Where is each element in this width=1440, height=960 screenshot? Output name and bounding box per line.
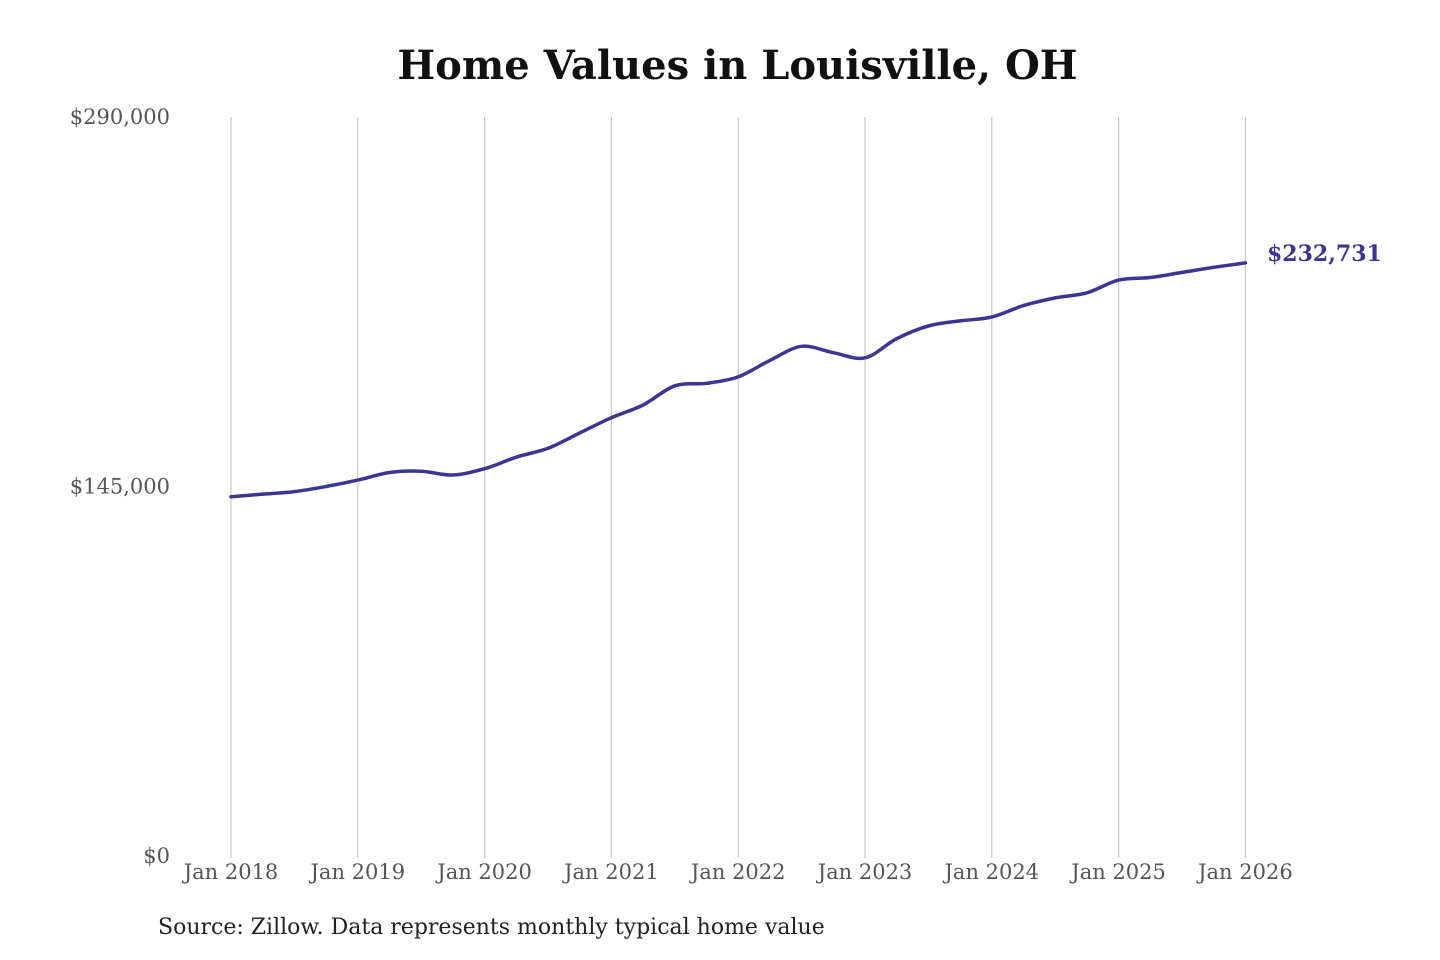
x-tick-label: Jan 2022 — [689, 860, 786, 884]
series-line — [229, 261, 1248, 499]
x-axis-ticks: Jan 2018 Jan 2019 Jan 2020 Jan 2021 Jan 2022… — [182, 860, 1293, 884]
x-tick-label: Jan 2024 — [943, 860, 1040, 884]
y-tick-label: $145,000 — [70, 475, 170, 499]
x-tick-label: Jan 2019 — [309, 860, 406, 884]
y-tick-label: $290,000 — [70, 105, 170, 129]
x-tick-label: Jan 2020 — [435, 860, 532, 884]
end-value-label: $232,731 — [1267, 241, 1382, 267]
x-tick-label: Jan 2026 — [1196, 860, 1293, 884]
x-tick-label: Jan 2023 — [816, 860, 913, 884]
x-tick-label: Jan 2021 — [562, 860, 659, 884]
source-note: Source: Zillow. Data represents monthly … — [158, 915, 825, 940]
series — [229, 261, 1248, 499]
y-axis-ticks: $0 $145,000 $290,000 — [70, 105, 170, 868]
gridlines — [230, 117, 1247, 858]
x-tick-label: Jan 2025 — [1069, 860, 1166, 884]
x-tick-label: Jan 2018 — [182, 860, 279, 884]
y-tick-label: $0 — [143, 844, 170, 868]
chart-title: Home Values in Louisville, OH — [397, 42, 1078, 89]
end-labels: $232,731 — [1267, 241, 1382, 267]
